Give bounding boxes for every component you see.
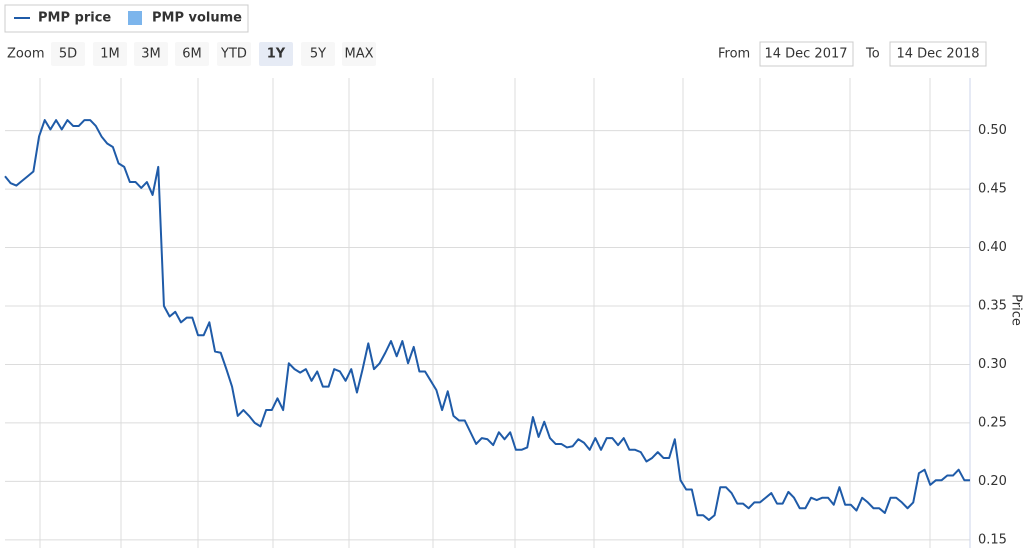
y-tick-label: 0.40 xyxy=(978,240,1007,255)
y-tick-label: 0.15 xyxy=(978,532,1007,547)
range-button-label[interactable]: 3M xyxy=(141,47,161,62)
to-label: To xyxy=(865,47,880,62)
legend-label[interactable]: PMP price xyxy=(38,11,111,26)
y-tick-label: 0.50 xyxy=(978,123,1007,138)
y-tick-label: 0.35 xyxy=(978,298,1007,313)
price-line xyxy=(4,119,970,521)
range-button-label[interactable]: 5D xyxy=(59,47,77,62)
y-tick-label: 0.25 xyxy=(978,415,1007,430)
legend-label[interactable]: PMP volume xyxy=(152,11,242,26)
range-button-label[interactable]: 5Y xyxy=(310,47,326,62)
range-button-label[interactable]: 1Y xyxy=(267,47,286,62)
range-button[interactable] xyxy=(51,42,85,66)
range-button[interactable] xyxy=(134,42,168,66)
range-button[interactable] xyxy=(175,42,209,66)
range-button-label[interactable]: YTD xyxy=(220,47,247,62)
range-button-label[interactable]: 1M xyxy=(100,47,120,62)
y-tick-label: 0.20 xyxy=(978,474,1007,489)
from-label: From xyxy=(718,47,750,62)
range-button[interactable] xyxy=(93,42,127,66)
from-input[interactable] xyxy=(759,41,854,67)
y-axis-title: Price xyxy=(1009,294,1024,326)
range-button[interactable] xyxy=(217,42,251,66)
zoom-label: Zoom xyxy=(7,47,44,62)
legend-box xyxy=(4,4,249,33)
range-button-label[interactable]: MAX xyxy=(344,47,373,62)
range-button[interactable] xyxy=(342,42,376,66)
range-button[interactable] xyxy=(301,42,335,66)
to-input[interactable] xyxy=(889,41,987,67)
y-tick-label: 0.30 xyxy=(978,357,1007,372)
from-date[interactable]: 14 Dec 2017 xyxy=(764,47,847,62)
y-tick-label: 0.45 xyxy=(978,182,1007,197)
range-button[interactable] xyxy=(259,42,293,66)
to-date[interactable]: 14 Dec 2018 xyxy=(896,47,979,62)
legend-swatch xyxy=(128,11,142,25)
range-button-label[interactable]: 6M xyxy=(182,47,202,62)
